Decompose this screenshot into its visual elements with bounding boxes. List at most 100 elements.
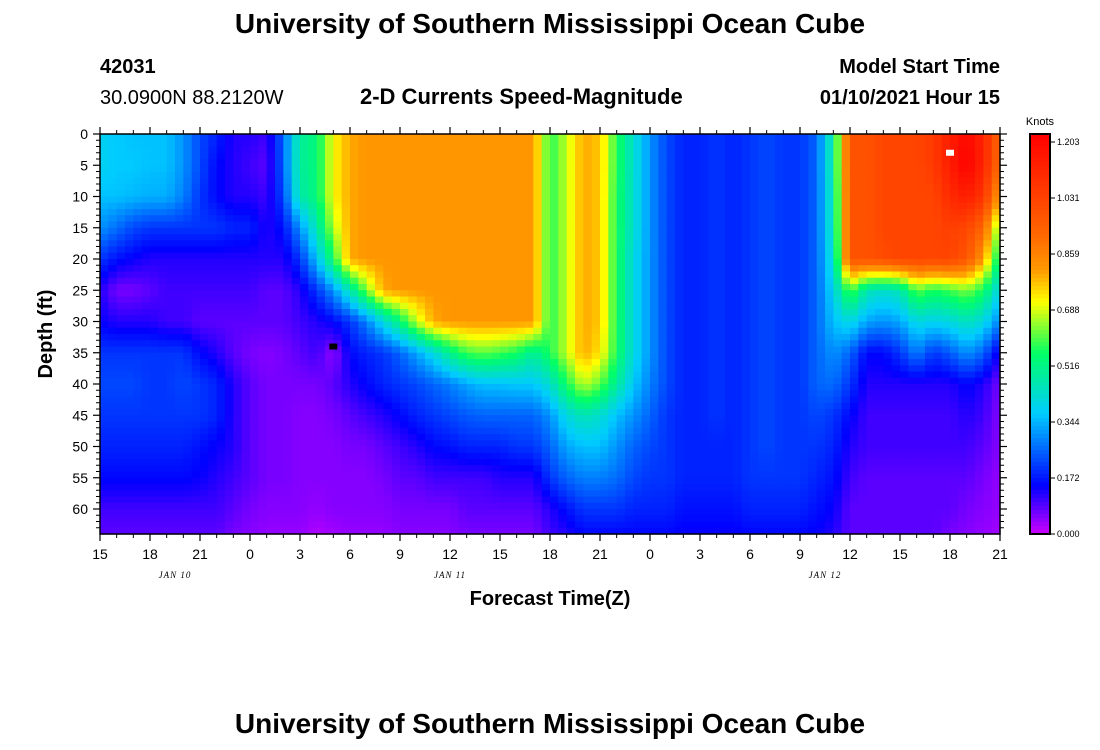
heatmap-cell — [400, 190, 409, 198]
heatmap-cell — [100, 390, 109, 398]
heatmap-cell — [275, 327, 284, 335]
heatmap-cell — [116, 246, 126, 254]
heatmap-cell — [216, 421, 226, 429]
heatmap-cell — [191, 327, 201, 335]
heatmap-cell — [466, 252, 476, 260]
heatmap-cell — [525, 171, 534, 179]
heatmap-cell — [408, 352, 418, 360]
heatmap-cell — [125, 146, 134, 154]
heatmap-cell — [950, 409, 959, 416]
heatmap-cell — [325, 321, 334, 329]
heatmap-cell — [525, 302, 534, 310]
heatmap-cell — [275, 346, 284, 354]
heatmap-cell — [941, 234, 951, 241]
heatmap-cell — [883, 390, 893, 398]
heatmap-cell — [775, 215, 784, 223]
heatmap-cell — [750, 365, 759, 373]
heatmap-cell — [166, 352, 176, 360]
heatmap-cell — [250, 146, 259, 154]
heatmap-cell — [383, 390, 393, 398]
heatmap-cell — [750, 346, 759, 354]
heatmap-cell — [483, 215, 493, 223]
heatmap-cell — [366, 384, 376, 391]
heatmap-cell — [616, 184, 626, 191]
heatmap-cell — [483, 415, 493, 423]
heatmap-cell — [141, 215, 151, 223]
heatmap-cell — [741, 321, 751, 329]
heatmap-cell — [433, 152, 443, 160]
heatmap-cell — [158, 177, 168, 185]
heatmap-cell — [383, 315, 393, 323]
heatmap-cell — [541, 177, 551, 185]
heatmap-cell — [166, 346, 176, 354]
heatmap-cell — [783, 184, 793, 191]
heatmap-cell — [200, 352, 209, 360]
heatmap-cell — [991, 390, 1001, 398]
heatmap-cell — [650, 177, 659, 185]
heatmap-cell — [108, 152, 118, 160]
heatmap-cell — [975, 390, 984, 398]
heatmap-cell — [175, 359, 184, 366]
heatmap-cell — [700, 402, 709, 410]
heatmap-cell — [958, 202, 968, 210]
heatmap-cell — [608, 409, 618, 416]
heatmap-cell — [250, 296, 259, 304]
heatmap-cell — [900, 227, 909, 235]
heatmap-cell — [100, 227, 109, 235]
heatmap-cell — [333, 334, 343, 341]
heatmap-cell — [233, 302, 243, 310]
heatmap-cell — [408, 340, 418, 348]
heatmap-cell — [625, 259, 634, 266]
heatmap-cell — [916, 390, 926, 398]
heatmap-cell — [750, 352, 759, 360]
heatmap-cell — [450, 296, 459, 304]
heatmap-cell — [333, 171, 343, 179]
heatmap-cell — [641, 146, 651, 154]
heatmap-cell — [691, 190, 701, 198]
heatmap-cell — [158, 377, 168, 385]
heatmap-cell — [500, 140, 509, 148]
heatmap-cell — [750, 134, 759, 141]
heatmap-cell — [400, 327, 409, 335]
heatmap-cell — [691, 309, 701, 316]
heatmap-cell — [833, 415, 843, 423]
heatmap-cell — [250, 215, 259, 223]
heatmap-cell — [491, 246, 501, 254]
heatmap-cell — [325, 315, 334, 323]
heatmap-cell — [941, 227, 951, 235]
heatmap-cell — [316, 284, 326, 291]
heatmap-cell — [225, 140, 234, 148]
heatmap-cell — [733, 259, 743, 266]
heatmap-cell — [483, 152, 493, 160]
heatmap-cell — [741, 196, 751, 204]
heatmap-cell — [575, 190, 584, 198]
heatmap-cell — [966, 177, 976, 185]
heatmap-cell — [600, 371, 609, 379]
heatmap-cell — [666, 240, 676, 248]
heatmap-cell — [758, 346, 768, 354]
heatmap-cell — [700, 296, 709, 304]
heatmap-cell — [925, 359, 934, 366]
heatmap-cell — [700, 284, 709, 291]
heatmap-cell — [700, 384, 709, 391]
heatmap-cell — [566, 252, 576, 260]
heatmap-cell — [750, 259, 759, 266]
heatmap-cell — [408, 284, 418, 291]
heatmap-cell — [125, 259, 134, 266]
heatmap-cell — [708, 152, 718, 160]
heatmap-cell — [183, 309, 193, 316]
heatmap-cell — [550, 327, 559, 335]
heatmap-cell — [233, 152, 243, 160]
heatmap-cell — [108, 146, 118, 154]
heatmap-cell — [858, 202, 868, 210]
heatmap-cell — [700, 340, 709, 348]
heatmap-cell — [350, 259, 359, 266]
heatmap-cell — [566, 402, 576, 410]
heatmap-cell — [825, 302, 834, 310]
heatmap-cell — [133, 240, 143, 248]
heatmap-cell — [966, 215, 976, 223]
heatmap-cell — [533, 146, 543, 154]
heatmap-cell — [833, 321, 843, 329]
heatmap-cell — [116, 421, 126, 429]
heatmap-cell — [450, 277, 459, 285]
